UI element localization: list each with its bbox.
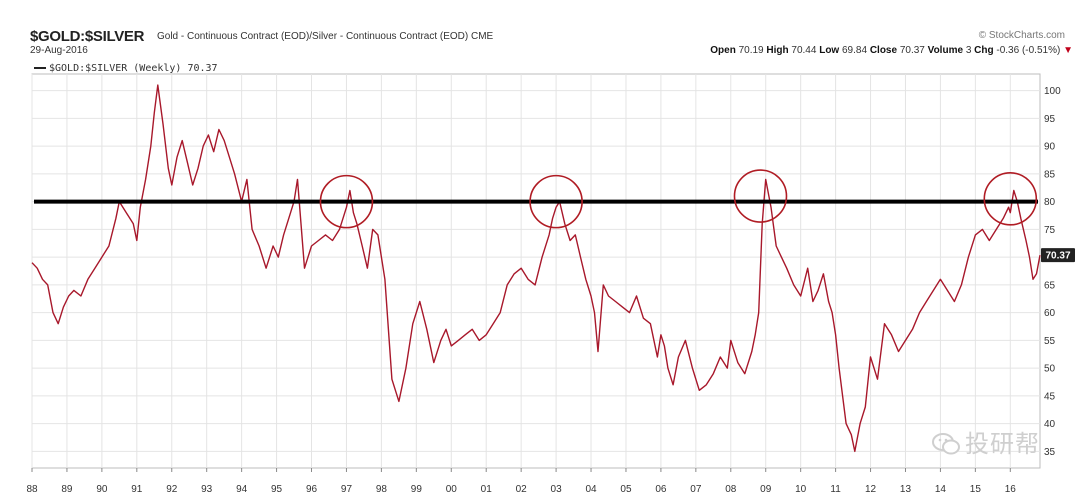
y-tick-label: 85 [1044,169,1056,180]
x-tick-label: 88 [26,484,38,495]
x-tick-label: 10 [795,484,807,495]
close-value: 70.37 [899,45,925,56]
close-label: Close [869,45,898,56]
x-tick-label: 00 [446,484,458,495]
legend-swatch [34,67,46,69]
y-tick-label: 55 [1044,336,1056,347]
ohlc-stats: Open 70.19 High 70.44 Low 69.84 Close 70… [710,45,1073,56]
last-value-badge [1041,248,1075,263]
open-label: Open [710,45,736,56]
x-tick-label: 91 [131,484,143,495]
x-tick-label: 03 [551,484,563,495]
chart-header: $GOLD:$SILVER Gold - Continuous Contract… [30,28,1075,62]
x-tick-label: 97 [341,484,353,495]
wechat-logo-icon [932,433,960,455]
y-tick-label: 75 [1044,225,1056,236]
y-tick-label: 60 [1044,308,1056,319]
y-tick-label: 50 [1044,364,1056,375]
annotation-circle [733,169,788,223]
chart-legend: $GOLD:$SILVER (Weekly) 70.37 [34,63,218,74]
x-tick-label: 93 [201,484,213,495]
series-line [31,84,1041,453]
x-tick-label: 01 [481,484,493,495]
y-tick-label: 35 [1044,447,1056,458]
x-tick-label: 16 [1005,484,1017,495]
x-tick-label: 99 [411,484,423,495]
x-tick-label: 08 [725,484,737,495]
x-tick-label: 02 [516,484,528,495]
x-tick-label: 15 [970,484,982,495]
high-value: 70.44 [791,45,817,56]
x-tick-label: 95 [271,484,283,495]
x-tick-label: 12 [865,484,877,495]
annotation-circle [319,174,374,229]
x-tick-label: 05 [620,484,632,495]
x-tick-label: 06 [655,484,667,495]
y-tick-label: 40 [1044,419,1056,430]
annotation-circle [529,174,583,229]
y-tick-label: 90 [1044,142,1056,153]
y-tick-label: 100 [1044,86,1061,97]
x-tick-label: 96 [306,484,318,495]
y-tick-label: 65 [1044,280,1056,291]
chart-description: Gold - Continuous Contract (EOD)/Silver … [157,31,494,42]
x-tick-label: 04 [585,484,597,495]
chart-date: 29-Aug-2016 [30,45,88,56]
x-tick-label: 90 [96,484,108,495]
x-tick-label: 94 [236,484,248,495]
y-tick-label: 80 [1044,197,1056,208]
chg-value: -0.36 (-0.51%) [996,45,1061,56]
y-tick-label: 45 [1044,391,1056,402]
low-value: 69.84 [842,45,868,56]
annotation-circle [983,172,1038,226]
stockcharts-credit[interactable]: © StockCharts.com [978,30,1065,41]
volume-value: 3 [965,45,972,56]
x-tick-label: 11 [830,484,841,495]
x-tick-label: 13 [900,484,912,495]
x-tick-label: 89 [61,484,73,495]
chg-label: Chg [974,45,994,56]
low-label: Low [819,45,840,56]
plot-area [31,73,1041,469]
x-tick-label: 98 [376,484,388,495]
legend-label: $GOLD:$SILVER (Weekly) 70.37 [49,63,218,74]
x-tick-label: 09 [760,484,772,495]
y-tick-label: 95 [1044,114,1056,125]
high-label: High [766,45,789,56]
x-tick-label: 07 [690,484,702,495]
x-tick-label: 14 [935,484,947,495]
open-value: 70.19 [738,45,764,56]
last-value-label: 70.37 [1045,251,1070,262]
x-tick-label: 92 [166,484,178,495]
volume-label: Volume [927,45,964,56]
watermark-text: 投研帮 [965,430,1040,458]
chart-ticker: $GOLD:$SILVER [30,28,145,45]
watermark: 投研帮 [931,424,1040,459]
chg-down-arrow-icon: ▼ [1063,45,1073,56]
